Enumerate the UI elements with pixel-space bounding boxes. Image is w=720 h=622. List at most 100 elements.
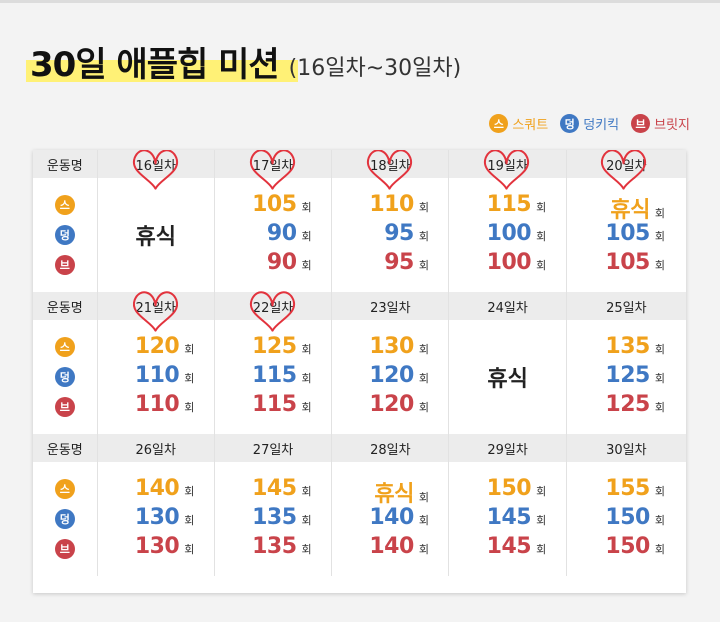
day-cell: 120 회 110 회 110 회 — [98, 320, 215, 434]
day-cell: 115 회 100 회 100 회 — [449, 178, 567, 292]
rep-unit: 회 — [184, 342, 195, 356]
day-cell: 휴식 회 140 회 140 회 — [332, 462, 450, 576]
rep-count: 125 — [605, 362, 650, 388]
day-cell: 110 회 95 회 95 회 — [332, 178, 450, 292]
rep-unit: 회 — [654, 229, 665, 243]
rep-unit: 회 — [301, 258, 312, 272]
bridge-badge-icon: 브 — [54, 255, 75, 275]
rep-unit: 회 — [536, 229, 547, 243]
bridge-badge-icon: 브 — [54, 397, 75, 417]
rep-count-line: 135 회 — [231, 505, 316, 534]
rep-count: 145 — [252, 475, 297, 501]
rep-unit: 회 — [418, 258, 429, 272]
day-cell: 125 회 115 회 115 회 — [215, 320, 333, 434]
rest-label: 휴식 — [135, 225, 176, 250]
day-header: 24일차 — [449, 292, 567, 320]
mission-table: 운동명 16일차 17일차 18일차 19일차 20일차 스 덩 브 휴식 105 회 90 회 90 회 11… — [33, 150, 686, 576]
rep-count-line: 140 회 — [113, 476, 198, 505]
rep-count-line: 110 회 — [113, 392, 198, 421]
day-header: 16일차 — [98, 150, 215, 178]
rep-unit: 회 — [536, 513, 547, 527]
day-values: 135 회 125 회 125 회 — [567, 320, 686, 434]
rep-count-line: 110 회 — [113, 363, 198, 392]
rep-count: 130 — [134, 533, 180, 559]
day-cell: 135 회 125 회 125 회 — [567, 320, 686, 434]
week-header-row: 운동명 21일차 22일차 23일차 24일차 25일차 — [33, 292, 686, 320]
day-values: 120 회 110 회 110 회 — [98, 320, 214, 434]
rep-count: 100 — [486, 220, 532, 246]
rep-count-line: 120 회 — [348, 363, 433, 392]
rep-count: 125 — [252, 333, 297, 359]
week-header-row: 운동명 16일차 17일차 18일차 19일차 20일차 — [33, 150, 686, 178]
week-values-row: 스 덩 브 휴식 105 회 90 회 90 회 110 회 95 회 95 회 115 회 100 회 100 회 휴식 회… — [33, 178, 686, 292]
day-values: 145 회 135 회 135 회 — [215, 462, 331, 576]
legend-item-bridge: 브 브릿지 — [631, 114, 690, 133]
rep-count-line: 155 회 — [584, 476, 669, 505]
day-values: 110 회 95 회 95 회 — [332, 178, 448, 292]
rep-count: 100 — [486, 249, 532, 275]
day-values: 140 회 130 회 130 회 — [98, 462, 214, 576]
day-header: 19일차 — [449, 150, 567, 178]
rep-count-line: 125 회 — [584, 363, 669, 392]
rep-unit: 회 — [301, 342, 312, 356]
day-cell: 145 회 135 회 135 회 — [215, 462, 333, 576]
rep-unit: 회 — [301, 400, 312, 414]
rep-unit: 회 — [418, 490, 429, 504]
rep-count: 140 — [369, 533, 414, 559]
rep-unit: 회 — [301, 484, 312, 498]
legend-item-squat: 스 스쿼트 — [489, 114, 548, 133]
day-cell: 휴식 — [449, 320, 567, 434]
rep-count: 145 — [486, 533, 532, 559]
week-values-row: 스 덩 브 140 회 130 회 130 회 145 회 135 회 135 회 휴식 회 140 회 140 회 15… — [33, 462, 686, 576]
rep-count-line: 135 회 — [231, 534, 316, 563]
rep-count: 105 — [605, 220, 650, 246]
day-values: 130 회 120 회 120 회 — [332, 320, 448, 434]
bridge-badge-icon: 브 — [631, 114, 651, 133]
rep-count-line: 130 회 — [113, 505, 198, 534]
legend-item-donkey-kick: 덩 덩키킥 — [560, 114, 619, 133]
rep-count: 휴식 — [374, 481, 414, 507]
rep-count-line: 100 회 — [465, 221, 550, 250]
day-header: 22일차 — [215, 292, 333, 320]
day-header: 21일차 — [98, 292, 215, 320]
day-header: 17일차 — [215, 150, 333, 178]
rep-unit: 회 — [418, 400, 429, 414]
rep-count-line: 90 회 — [231, 250, 316, 279]
rep-unit: 회 — [184, 400, 195, 414]
rep-unit: 회 — [418, 200, 429, 214]
rep-count-line: 105 회 — [584, 250, 669, 279]
rep-count-line: 145 회 — [465, 534, 550, 563]
donkey-kick-badge-icon: 덩 — [54, 225, 75, 245]
legend-label: 스쿼트 — [512, 118, 549, 133]
day-cell: 150 회 145 회 145 회 — [449, 462, 567, 576]
page-title: 30일 애플힙 미션 — [30, 45, 280, 85]
day-cell: 휴식 회 105 회 105 회 — [567, 178, 686, 292]
rep-count: 130 — [369, 333, 414, 359]
rep-count-line: 150 회 — [584, 505, 669, 534]
rep-unit: 회 — [184, 542, 195, 556]
day-values: 105 회 90 회 90 회 — [215, 178, 331, 292]
rep-unit: 회 — [301, 542, 312, 556]
rep-count: 105 — [252, 191, 297, 217]
day-cell: 휴식 — [98, 178, 215, 292]
rep-count-line: 115 회 — [231, 392, 316, 421]
rep-unit: 회 — [184, 513, 195, 527]
rep-count-line: 125 회 — [584, 392, 669, 421]
rep-count: 휴식 — [610, 197, 650, 223]
rep-count: 155 — [605, 475, 650, 501]
rep-unit: 회 — [654, 342, 665, 356]
title-block: 30일 애플힙 미션 (16일차~30일차) — [30, 36, 461, 86]
donkey-kick-badge-icon: 덩 — [54, 367, 75, 387]
rep-count: 120 — [369, 362, 414, 388]
week-values-row: 스 덩 브 120 회 110 회 110 회 125 회 115 회 115 회 130 회 120 회 120 회 휴… — [33, 320, 686, 434]
rep-unit: 회 — [184, 484, 195, 498]
rep-count-line: 105 회 — [584, 221, 669, 250]
rep-count: 135 — [605, 333, 650, 359]
rep-count-line: 145 회 — [231, 476, 316, 505]
day-values: 휴식 회 105 회 105 회 — [567, 178, 686, 292]
exercise-header: 운동명 — [33, 434, 98, 462]
rep-count-line: 100 회 — [465, 250, 550, 279]
rep-count-line: 90 회 — [231, 221, 316, 250]
rep-count-line: 110 회 — [348, 192, 433, 221]
